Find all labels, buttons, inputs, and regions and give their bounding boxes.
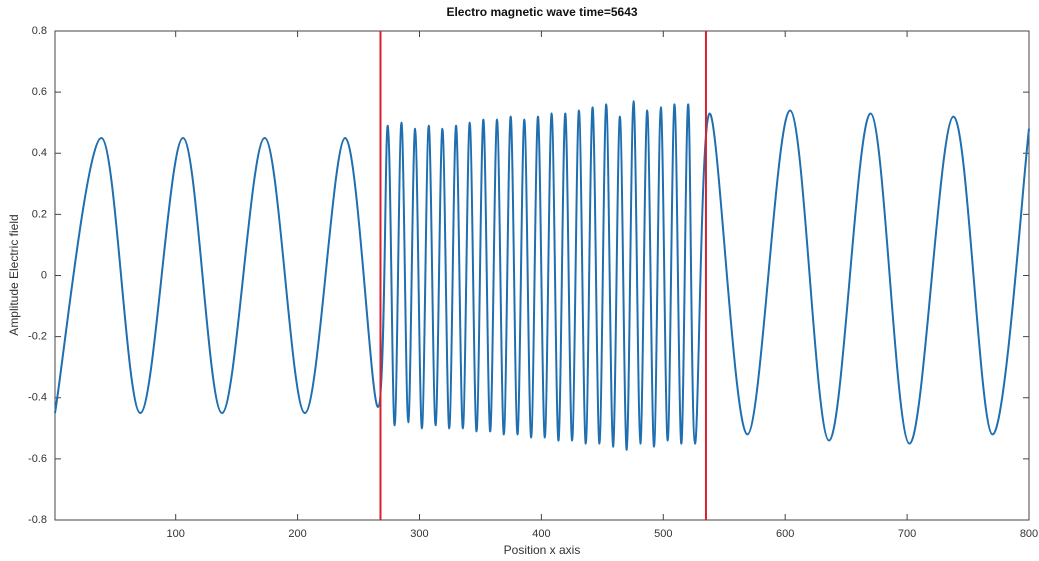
chart-title: Electro magnetic wave time=5643 — [446, 5, 637, 19]
y-tick-label: 0 — [41, 269, 47, 281]
y-tick-label: 0.2 — [32, 208, 47, 220]
y-tick-label: -0.2 — [28, 331, 47, 343]
y-tick-label: -0.4 — [28, 392, 47, 404]
x-tick-label: 800 — [1020, 528, 1038, 540]
y-tick-label: -0.6 — [28, 453, 47, 465]
y-tick-label: 0.8 — [32, 25, 47, 37]
x-tick-label: 500 — [654, 528, 672, 540]
x-tick-label: 400 — [532, 528, 550, 540]
x-tick-label: 700 — [898, 528, 916, 540]
x-tick-label: 200 — [288, 528, 306, 540]
x-tick-label: 100 — [167, 528, 185, 540]
y-tick-label: 0.4 — [32, 147, 47, 159]
wave-line — [54, 100, 1030, 451]
x-tick-label: 300 — [410, 528, 428, 540]
y-tick-label: 0.6 — [32, 86, 47, 98]
x-tick-label: 600 — [776, 528, 794, 540]
y-tick-label: -0.8 — [28, 514, 47, 526]
x-axis-label: Position x axis — [504, 543, 581, 557]
y-axis-label: Amplitude Electric field — [7, 214, 21, 335]
